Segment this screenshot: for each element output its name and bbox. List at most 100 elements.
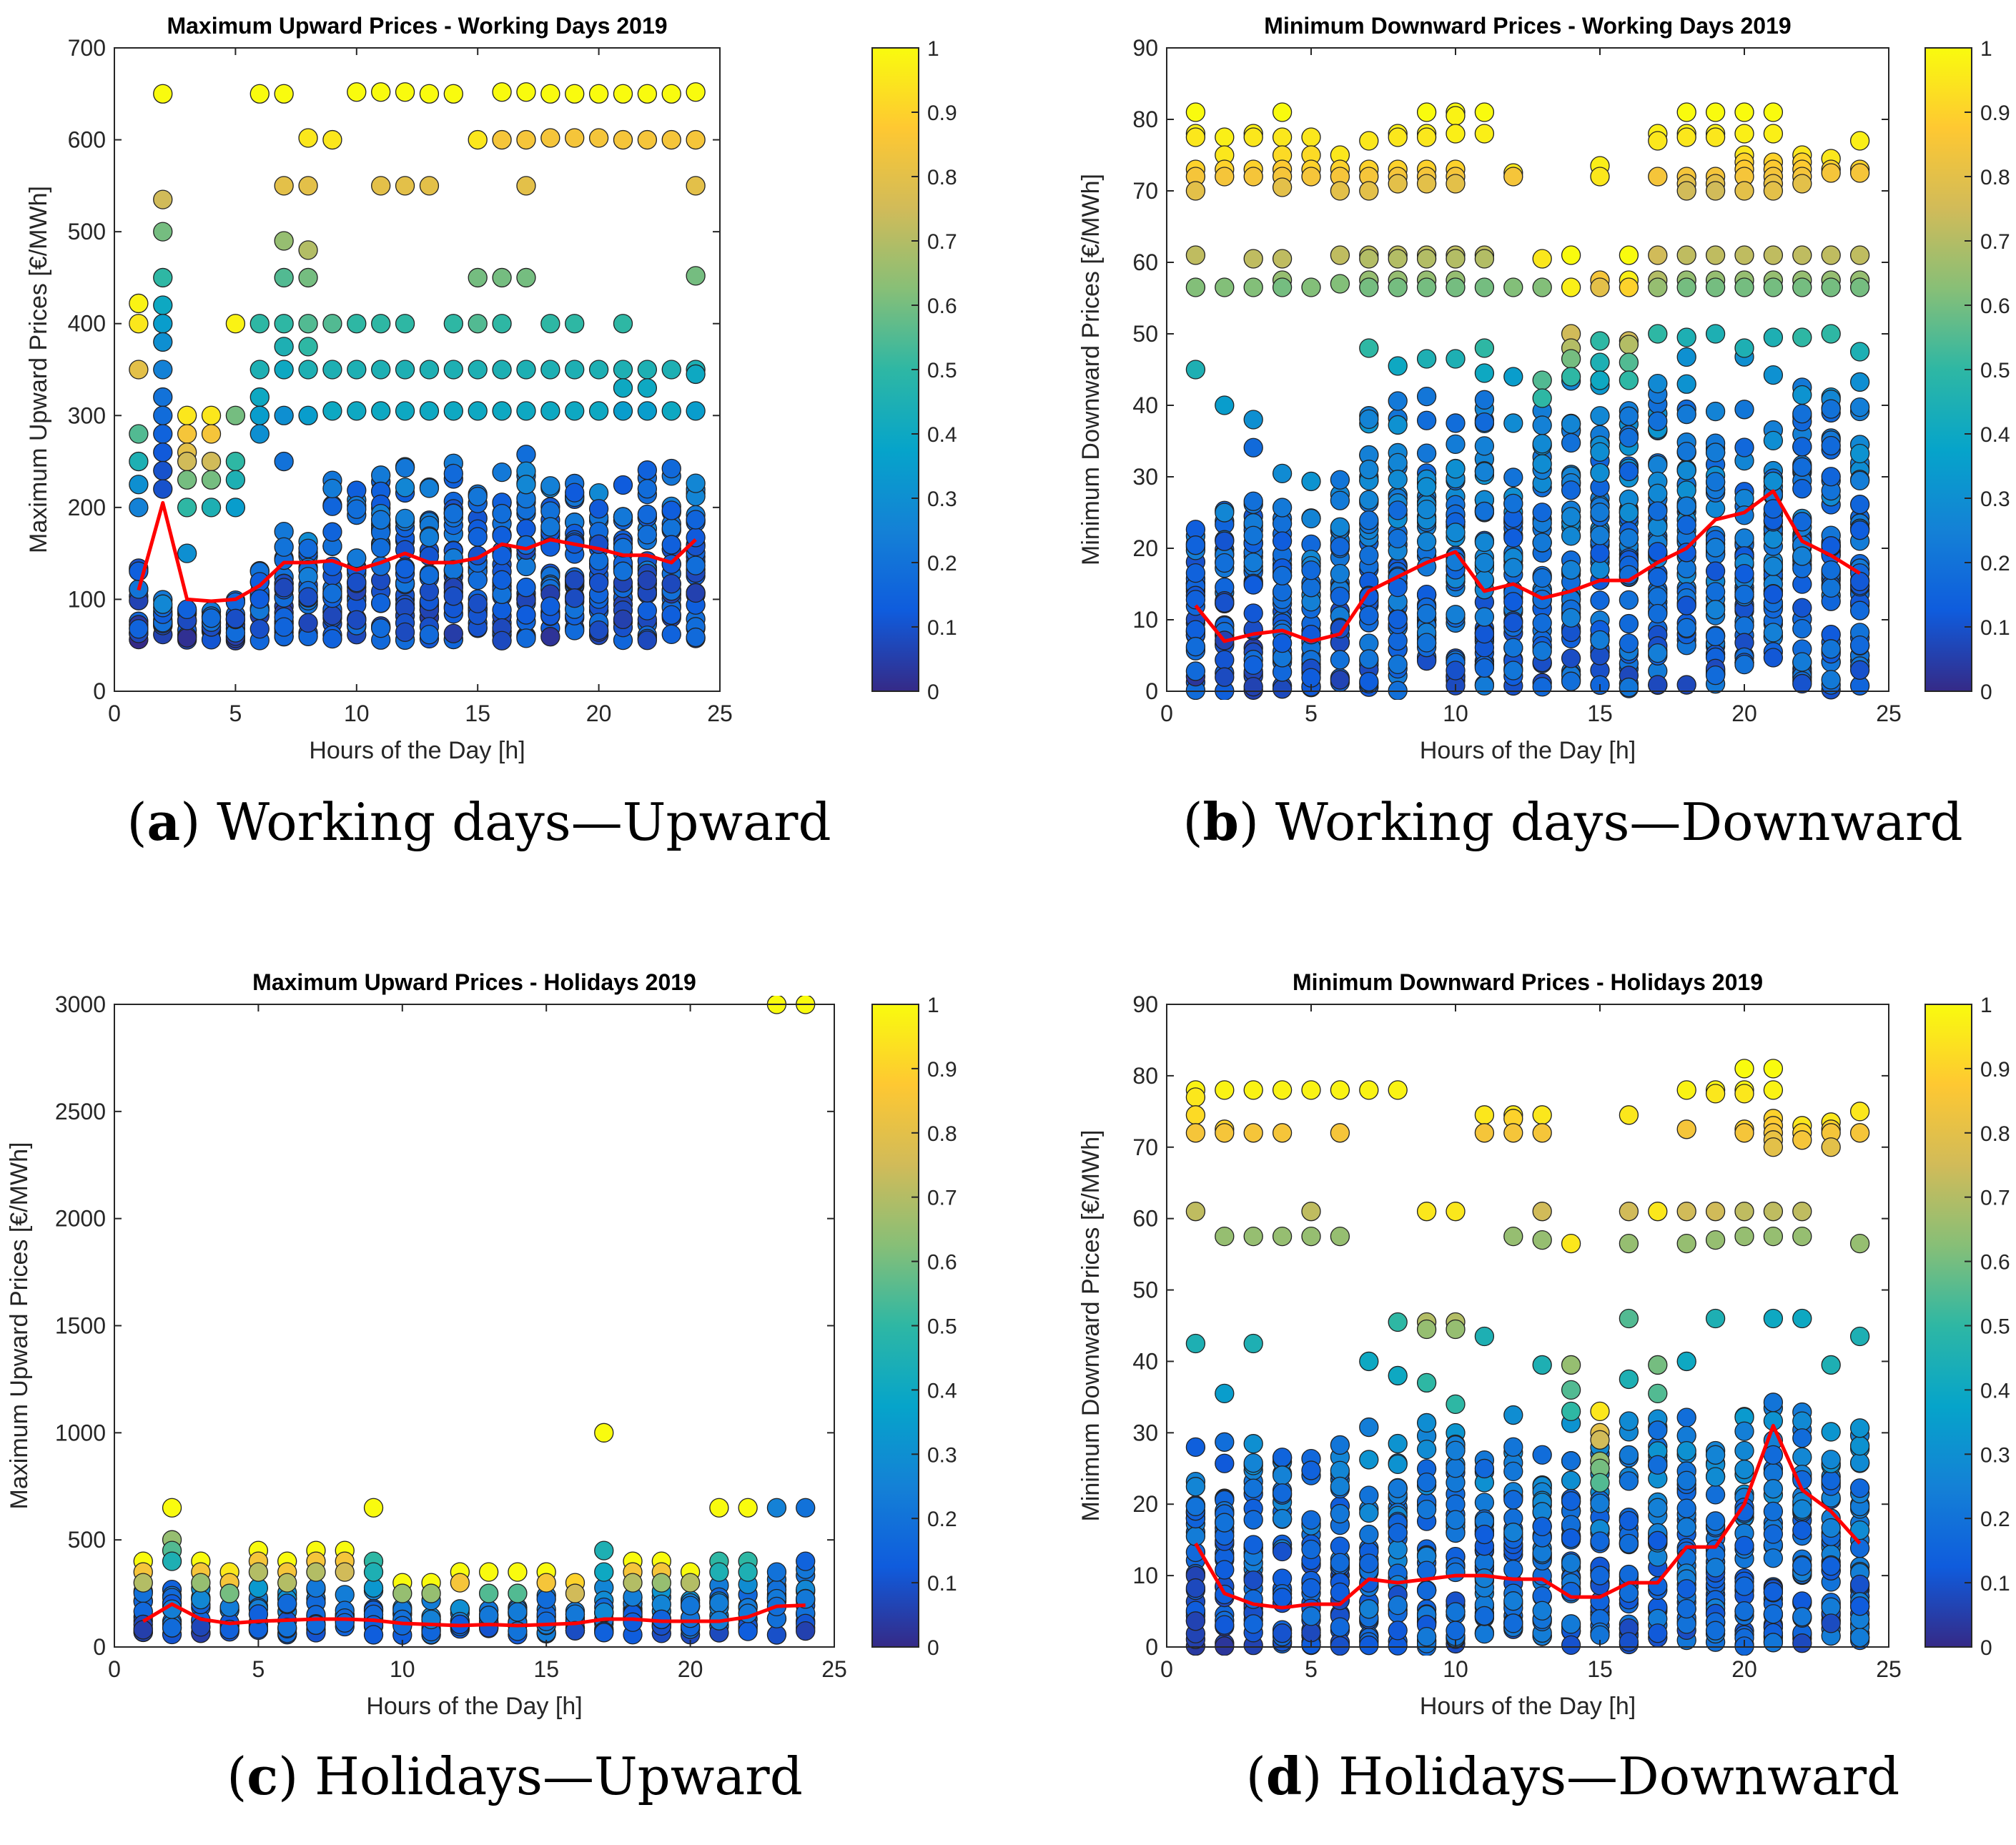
- panel-c: 0 5 10 15 20 25050010001500200025003000Maximu…: [6, 969, 957, 1806]
- scatter-point: [1676, 1233, 1696, 1254]
- scatter-point: [1474, 607, 1495, 627]
- scatter-point: [1849, 1596, 1870, 1616]
- scatter-point: [1474, 249, 1495, 269]
- scatter-point: [1215, 667, 1235, 687]
- scatter-point: [1185, 277, 1206, 297]
- scatter-point: [1446, 413, 1466, 433]
- scatter-point: [153, 460, 173, 481]
- colorbar-tick-label: 0: [927, 1636, 939, 1660]
- scatter-point: [1532, 641, 1552, 661]
- scatter-point: [201, 405, 222, 425]
- y-tick-label: 2500: [55, 1099, 106, 1124]
- scatter-point: [1474, 1524, 1495, 1545]
- scatter-point: [1561, 480, 1581, 500]
- colorbar-tick-label: 1: [1980, 37, 1992, 61]
- scatter-point: [153, 332, 173, 352]
- subfigure-caption: (c) Holidays—Upward: [227, 1746, 803, 1806]
- scatter-point: [1763, 1393, 1784, 1413]
- scatter-point: [1388, 174, 1408, 194]
- scatter-point: [1734, 1123, 1754, 1143]
- scatter-point: [419, 401, 440, 421]
- scatter-point: [516, 401, 536, 421]
- scatter-point: [1590, 1493, 1610, 1513]
- scatter-point: [1388, 1478, 1408, 1498]
- scatter-point: [738, 1621, 758, 1641]
- scatter-point: [1734, 277, 1754, 297]
- scatter-point: [1763, 1059, 1784, 1079]
- scatter-point: [1388, 415, 1408, 435]
- scatter-point: [371, 593, 391, 613]
- scatter-point: [1359, 1503, 1379, 1523]
- scatter-point: [1619, 1369, 1639, 1390]
- plot-area: [114, 1004, 834, 1647]
- scatter-point: [1532, 1230, 1552, 1250]
- colorbar-tick-label: 0.9: [927, 102, 957, 125]
- scatter-point: [1474, 501, 1495, 522]
- scatter-point: [322, 628, 342, 649]
- scatter-point: [1705, 277, 1726, 297]
- scatter-point: [508, 1562, 528, 1582]
- scatter-point: [1243, 525, 1263, 545]
- scatter-point: [1734, 102, 1754, 122]
- scatter-point: [1301, 508, 1321, 529]
- scatter-point: [1792, 245, 1812, 265]
- scatter-point: [1648, 1420, 1668, 1440]
- scatter-point: [1792, 1308, 1812, 1329]
- scatter-point: [468, 570, 488, 590]
- scatter-point: [1648, 603, 1668, 624]
- scatter-point: [1474, 532, 1495, 553]
- scatter-point: [322, 478, 342, 499]
- scatter-point: [162, 1551, 182, 1571]
- scatter-point: [225, 470, 246, 490]
- scatter-point: [1416, 127, 1437, 147]
- scatter-point: [1359, 181, 1379, 201]
- scatter-point: [1648, 277, 1668, 297]
- scatter-point: [1648, 1623, 1668, 1643]
- scatter-point: [274, 337, 294, 357]
- x-tick-label: 5: [1305, 1656, 1318, 1682]
- scatter-point: [129, 475, 149, 495]
- scatter-point: [153, 189, 173, 209]
- scatter-point: [1359, 409, 1379, 430]
- scatter-point: [1301, 1539, 1321, 1560]
- scatter-point: [1446, 277, 1466, 297]
- x-tick-label: 20: [586, 701, 612, 726]
- scatter-point: [371, 401, 391, 421]
- scatter-point: [1792, 618, 1812, 639]
- scatter-point: [594, 1540, 614, 1560]
- scatter-point: [686, 473, 706, 493]
- scatter-point: [1416, 1413, 1437, 1433]
- scatter-point: [637, 570, 658, 590]
- scatter-point: [1849, 1102, 1870, 1122]
- scatter-point: [1619, 277, 1639, 297]
- scatter-point: [1330, 1617, 1350, 1637]
- scatter-point: [1532, 454, 1552, 474]
- caption-text: ) Working days—Downward: [1239, 792, 1963, 852]
- y-tick-label: 200: [68, 495, 106, 520]
- scatter-point: [1734, 1459, 1754, 1480]
- scatter-point: [153, 594, 173, 614]
- scatter-point: [322, 129, 342, 150]
- scatter-point: [347, 82, 367, 102]
- scatter-point: [468, 593, 488, 613]
- scatter-point: [565, 128, 585, 148]
- scatter-point: [1185, 1437, 1206, 1458]
- scatter-point: [298, 538, 318, 558]
- caption-letter: c: [247, 1746, 278, 1806]
- scatter-point: [249, 360, 270, 380]
- caption-letter: b: [1203, 791, 1239, 852]
- scatter-point: [1503, 613, 1523, 633]
- scatter-point: [1821, 578, 1841, 598]
- scatter-point: [371, 510, 391, 530]
- scatter-point: [1590, 590, 1610, 610]
- scatter-point: [1532, 1445, 1552, 1465]
- y-tick-label: 80: [1132, 107, 1158, 132]
- scatter-point: [1215, 650, 1235, 670]
- scatter-point: [686, 510, 706, 530]
- scatter-point: [1821, 1450, 1841, 1470]
- scatter-point: [1792, 385, 1812, 405]
- x-tick-label: 5: [252, 1656, 265, 1682]
- x-tick-label: 25: [821, 1656, 847, 1682]
- scatter-point: [1474, 277, 1495, 297]
- scatter-point: [1619, 370, 1639, 390]
